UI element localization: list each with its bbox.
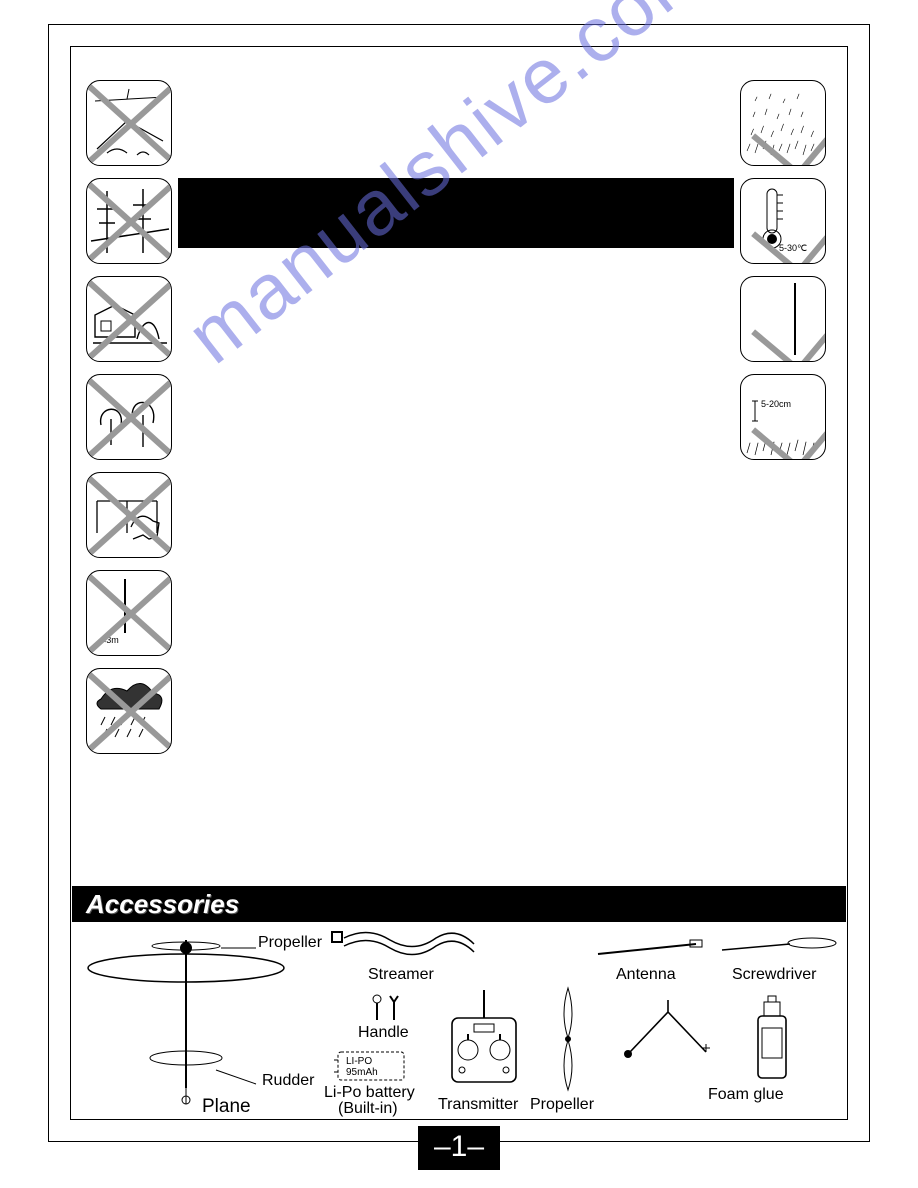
ok-column: 5-30℃ 5-20cm — [740, 80, 826, 472]
svg-text:95mAh: 95mAh — [346, 1067, 378, 1078]
ok-open-pole-icon — [740, 276, 826, 362]
propeller-icon — [540, 984, 596, 1094]
lipo-icon: LI-PO 95mAh ~– — [334, 1050, 408, 1084]
ok-temperature-label: 5-30℃ — [779, 243, 807, 254]
lipo-sub-label: (Built-in) — [338, 1100, 398, 1118]
hazard-people-icon — [86, 80, 172, 166]
hazard-pole-icon: <3m — [86, 570, 172, 656]
foam-glue-label: Foam glue — [708, 1086, 784, 1104]
svg-text:LI-PO: LI-PO — [346, 1056, 372, 1067]
hazard-rain-icon — [86, 668, 172, 754]
hazard-buildings-icon — [86, 276, 172, 362]
hazard-trees-icon — [86, 374, 172, 460]
screwdriver-label: Screwdriver — [732, 966, 816, 984]
antenna-icon — [596, 938, 706, 960]
streamer-label: Streamer — [368, 966, 434, 984]
screwdriver-icon — [720, 936, 840, 958]
accessories-area: Propeller Rudder Plane Streamer Handle L… — [72, 924, 846, 1118]
accessories-header: Accessories — [72, 886, 846, 922]
hazard-pole-label: <3m — [101, 635, 119, 645]
hazard-power-lines-icon — [86, 178, 172, 264]
propeller-label: Propeller — [530, 1096, 594, 1114]
black-strip — [178, 178, 734, 248]
foam-glue-icon — [744, 994, 800, 1084]
antenna-label: Antenna — [616, 966, 676, 984]
ok-grass-field-icon — [740, 80, 826, 166]
rudder-label: Rudder — [262, 1072, 314, 1090]
hazard-column: <3m — [86, 80, 172, 766]
transmitter-label: Transmitter — [438, 1096, 518, 1114]
page-number: –1– — [418, 1126, 500, 1170]
transmitter-icon — [444, 990, 524, 1090]
gear-icon — [618, 998, 718, 1068]
propeller-pointer-label: Propeller — [258, 934, 322, 952]
streamer-icon — [330, 928, 480, 968]
ok-grass-height-label: 5-20cm — [761, 399, 791, 409]
ok-grass-height-icon: 5-20cm — [740, 374, 826, 460]
hazard-animals-icon — [86, 472, 172, 558]
ok-temperature-icon: 5-30℃ — [740, 178, 826, 264]
plane-label: Plane — [202, 1096, 251, 1118]
handle-icon — [368, 994, 408, 1024]
handle-label: Handle — [358, 1024, 409, 1042]
